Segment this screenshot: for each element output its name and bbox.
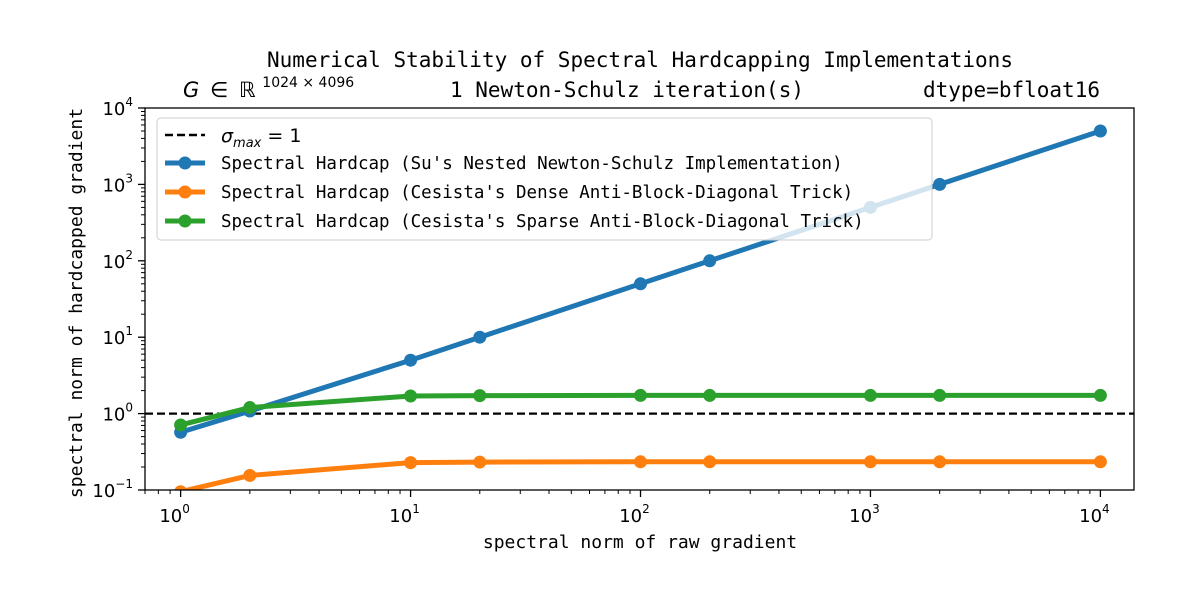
series-3-point — [933, 388, 947, 402]
series-2-point — [703, 455, 717, 469]
series-3-point — [174, 418, 188, 432]
matrix-symbol: G — [183, 78, 199, 102]
y-tick-label: 104 — [102, 95, 133, 120]
matrix-member: ∈ — [210, 78, 228, 102]
legend-marker-1 — [178, 156, 192, 170]
legend-ref-subscript: max — [233, 136, 262, 151]
series-2-point — [634, 455, 648, 469]
matrix-shape-label: G ∈ ℝ 1024 × 4096 — [183, 75, 354, 102]
series-1-point — [634, 277, 648, 291]
x-tick-label: 101 — [389, 502, 420, 527]
x-axis-label: spectral norm of raw gradient — [483, 532, 797, 553]
legend-ref-symbol: σ — [221, 125, 234, 147]
y-tick-label: 102 — [102, 248, 133, 273]
series-2-point — [243, 468, 257, 482]
series-3-point — [473, 389, 487, 403]
y-axis-label: spectral norm of hardcapped gradient — [66, 108, 87, 498]
series-2-point — [933, 455, 947, 469]
x-tick-label: 102 — [619, 502, 650, 527]
series-1-point — [1093, 124, 1107, 138]
legend: σmax = 1 Spectral Hardcap (Su's Nested N… — [156, 117, 933, 241]
series-3-point — [404, 389, 418, 403]
legend-label-3: Spectral Hardcap (Cesista's Sparse Anti-… — [221, 212, 864, 232]
series-2-point — [1093, 455, 1107, 469]
series-3-point — [634, 388, 648, 402]
y-tick-label: 10−1 — [92, 477, 133, 502]
series-2-point — [473, 455, 487, 469]
y-tick-label: 101 — [102, 324, 133, 349]
legend-ref-line-label: σmax = 1 — [221, 125, 301, 151]
series-3 — [174, 388, 1107, 432]
series-3-point — [1093, 388, 1107, 402]
series-1-point — [933, 177, 947, 191]
x-tick-label: 100 — [159, 502, 190, 527]
series-3-point — [703, 388, 717, 402]
series-2-point — [404, 456, 418, 470]
y-tick-label: 103 — [102, 171, 133, 196]
legend-marker-2 — [178, 185, 192, 199]
dtype-label: dtype=bfloat16 — [923, 78, 1100, 102]
legend-ref-suffix: = 1 — [261, 125, 301, 147]
iterations-label: 1 Newton-Schulz iteration(s) — [450, 78, 804, 102]
series-2 — [174, 455, 1107, 490]
y-tick-label: 100 — [102, 401, 133, 426]
series-1-point — [404, 353, 418, 367]
legend-marker-3 — [178, 214, 192, 228]
legend-label-2: Spectral Hardcap (Cesista's Dense Anti-B… — [221, 183, 853, 203]
x-tick-label: 104 — [1079, 502, 1110, 527]
series-1-point — [473, 330, 487, 344]
series-3-point — [863, 388, 877, 402]
matrix-shape: 1024 × 4096 — [262, 75, 354, 91]
series-3-point — [243, 401, 257, 415]
x-tick-label: 103 — [849, 502, 880, 527]
matrix-space: ℝ — [239, 78, 256, 102]
series-2-point — [863, 455, 877, 469]
series-1-point — [703, 254, 717, 268]
plot-frame — [144, 107, 1135, 491]
chart-title: Numerical Stability of Spectral Hardcapp… — [267, 48, 1013, 72]
legend-label-1: Spectral Hardcap (Su's Nested Newton-Sch… — [221, 154, 843, 174]
legend-frame — [156, 117, 933, 241]
series-2-point — [174, 485, 187, 490]
